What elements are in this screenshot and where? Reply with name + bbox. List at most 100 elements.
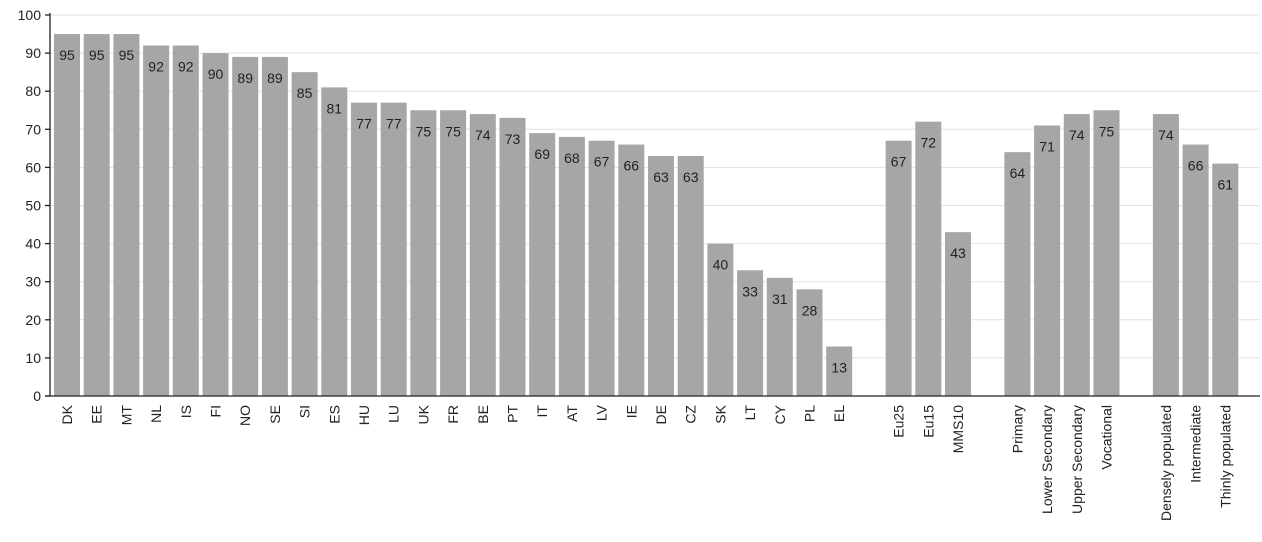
category-label: Densely populated — [1158, 405, 1174, 521]
category-label: PL — [802, 405, 818, 422]
category-label: DK — [59, 404, 75, 424]
category-label: SK — [712, 404, 728, 423]
y-tick-label: 20 — [25, 312, 41, 328]
data-label: 64 — [1010, 165, 1026, 181]
category-label: AT — [564, 405, 580, 422]
category-label: FI — [208, 405, 224, 417]
category-label: BE — [475, 405, 491, 424]
y-tick-label: 10 — [25, 350, 41, 366]
category-label: Eu25 — [891, 405, 907, 438]
bar-lu — [380, 102, 407, 396]
category-label: Vocational — [1099, 405, 1115, 470]
bar-no — [232, 56, 259, 396]
y-tick-label: 70 — [25, 121, 41, 137]
category-label: Intermediate — [1188, 405, 1204, 483]
category-label: LV — [594, 404, 610, 421]
category-label: HU — [356, 405, 372, 425]
bar-mt — [113, 34, 140, 397]
data-label: 66 — [624, 158, 640, 174]
data-label: 95 — [89, 47, 105, 63]
data-label: 95 — [119, 47, 135, 63]
data-label: 75 — [445, 123, 461, 139]
data-label: 89 — [237, 70, 253, 86]
y-tick-label: 50 — [25, 198, 41, 214]
data-label: 74 — [1158, 127, 1174, 143]
category-labels: DK EE MT NL IS FI NO SE SI ES HU LU UK FR BE PT IT AT LV IE… — [59, 404, 1233, 521]
bar-upper-secondary — [1063, 114, 1090, 396]
bar-densely-populated — [1152, 114, 1179, 396]
data-label: 72 — [921, 135, 937, 151]
bar-cy — [766, 277, 793, 396]
category-label: Eu15 — [920, 405, 936, 438]
data-label: 28 — [802, 302, 818, 318]
data-label: 33 — [742, 283, 758, 299]
bar-fi — [202, 53, 229, 396]
category-label: IE — [623, 405, 639, 418]
category-label: NL — [148, 405, 164, 423]
data-label: 95 — [59, 47, 75, 63]
category-label: DE — [653, 405, 669, 424]
category-label: EE — [89, 405, 105, 424]
bar-at — [558, 136, 585, 397]
data-label: 63 — [683, 169, 699, 185]
category-label: Lower Secondary — [1039, 405, 1055, 514]
category-label: SI — [297, 405, 313, 418]
data-label: 75 — [1099, 123, 1115, 139]
category-label: LT — [742, 405, 758, 421]
bar-pl — [796, 289, 823, 396]
y-tick-label: 80 — [25, 83, 41, 99]
category-label: MT — [118, 405, 134, 426]
bar-lv — [588, 140, 615, 396]
data-label: 81 — [327, 100, 343, 116]
bars: 95 95 95 92 92 90 89 89 85 81 77 77 75 75 74 73 69 68 67 66… — [54, 34, 1239, 397]
category-label: CY — [772, 404, 788, 424]
y-tick-label: 90 — [25, 45, 41, 61]
data-label: 66 — [1188, 158, 1204, 174]
category-label: EL — [831, 405, 847, 422]
category-label: LU — [386, 405, 402, 423]
bar-de — [648, 155, 674, 396]
y-tick-label: 40 — [25, 236, 41, 252]
category-label: Primary — [1009, 405, 1025, 453]
data-label: 73 — [505, 131, 521, 147]
bar-be — [469, 114, 496, 396]
bar-lt — [737, 270, 764, 396]
data-label: 67 — [891, 154, 907, 170]
category-label: Thinly populated — [1217, 405, 1233, 508]
category-label: PT — [505, 405, 521, 423]
bar-nl — [143, 45, 170, 396]
bar-cz — [677, 155, 704, 396]
bar-sk — [707, 243, 734, 396]
y-tick-label: 30 — [25, 274, 41, 290]
bar-eu15 — [915, 121, 942, 397]
data-label: 85 — [297, 85, 313, 101]
bar-is — [172, 45, 199, 396]
data-label: 68 — [564, 150, 580, 166]
category-label: SE — [267, 405, 283, 424]
bar-primary — [1004, 152, 1031, 396]
category-label: IS — [178, 405, 194, 418]
data-label: 61 — [1218, 177, 1234, 193]
bar-it — [529, 133, 556, 397]
data-label: 31 — [772, 291, 788, 307]
data-label: 40 — [713, 257, 729, 273]
y-tick-label: 0 — [33, 388, 41, 404]
category-label: NO — [237, 405, 253, 426]
bar-hu — [351, 102, 377, 396]
data-label: 74 — [1069, 127, 1085, 143]
bar-si — [291, 72, 318, 397]
data-label: 75 — [416, 123, 432, 139]
data-label: 89 — [267, 70, 283, 86]
data-label: 77 — [386, 116, 402, 132]
data-label: 69 — [534, 146, 550, 162]
axes — [45, 13, 1260, 397]
data-label: 90 — [208, 66, 224, 82]
bar-mms10 — [945, 232, 971, 396]
bar-uk — [410, 110, 437, 396]
data-label: 92 — [148, 58, 164, 74]
data-label: 71 — [1039, 138, 1055, 154]
data-label: 77 — [356, 116, 372, 132]
category-label: FR — [445, 405, 461, 424]
bar-el — [826, 346, 853, 396]
